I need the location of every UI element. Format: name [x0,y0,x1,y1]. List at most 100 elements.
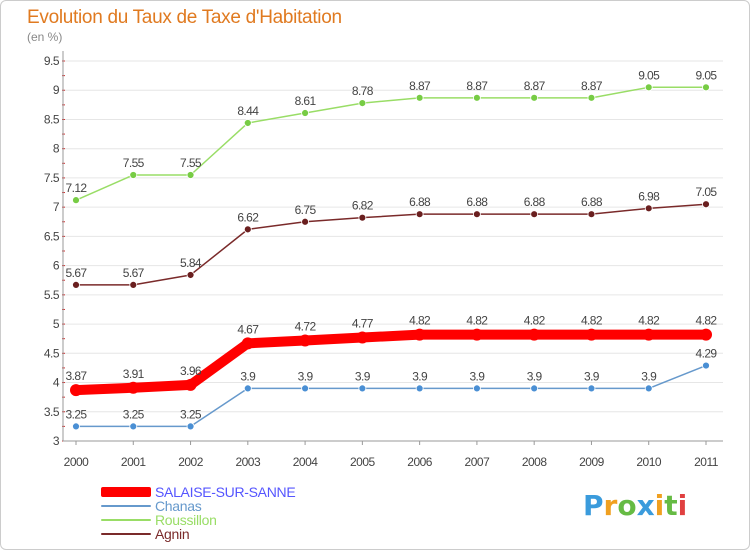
data-point [702,361,710,370]
data-point [530,93,539,102]
data-point [186,171,195,179]
data-point [530,210,539,219]
data-label: 3.91 [123,367,145,381]
data-label: 3.9 [298,369,314,383]
data-point [72,422,80,431]
data-point [129,281,138,289]
chart-subtitle: (en %) [27,30,63,44]
data-label: 5.67 [123,266,145,280]
x-tick-label: 2008 [522,455,548,469]
data-point [702,200,710,209]
series-line-0 [71,329,711,396]
data-label: 3.9 [641,369,657,383]
data-point [184,378,197,391]
y-tick-label: 8.5 [44,112,60,126]
data-point [129,171,138,179]
data-label: 4.72 [295,319,317,333]
legend-label-2: Roussillon [155,512,217,528]
data-label: 4.82 [638,314,660,328]
data-point [186,422,195,431]
data-label: 4.82 [409,314,431,328]
data-label: 7.05 [696,185,718,199]
data-label: 4.67 [237,322,259,336]
logo-letter: i [677,489,688,522]
data-label: 8.87 [466,79,488,93]
data-point [642,328,655,341]
data-label: 3.25 [66,407,88,421]
page-title: Evolution du Taux de Taxe d'Habitation [27,7,342,28]
data-point [358,99,367,107]
data-point [473,384,481,393]
y-tick-label: 5.5 [44,288,60,302]
data-point [301,109,309,117]
data-point [587,210,596,219]
logo-letter: P [583,489,604,522]
data-label: 6.88 [524,195,546,209]
y-tick-label: 5 [53,317,60,331]
data-point [473,93,481,102]
data-point [700,328,712,341]
data-point [241,337,254,350]
data-point [415,384,424,393]
data-point [530,384,539,393]
data-label: 3.87 [66,369,88,383]
x-tick-label: 2010 [636,455,662,469]
x-tick-label: 2002 [178,455,204,469]
logo-letter: r [603,489,618,522]
data-label: 8.87 [524,79,546,93]
data-point [72,281,80,289]
x-tick-label: 2000 [64,455,90,469]
data-label: 6.88 [581,195,603,209]
proxiti-logo: Proxiti [583,489,687,522]
legend-label-0: SALAISE-SUR-SANNE [155,484,296,500]
data-point [358,384,367,393]
data-label: 6.88 [466,195,488,209]
data-point [413,328,426,341]
data-point [415,210,424,219]
data-point [243,384,252,393]
data-point [585,328,598,341]
data-label: 4.82 [696,314,718,328]
data-point [415,93,424,102]
y-tick-label: 7.5 [44,171,60,185]
data-label: 9.05 [696,68,718,82]
x-tick-label: 2009 [579,455,605,469]
legend-label-1: Chanas [155,498,202,514]
data-label: 5.84 [180,256,202,270]
data-label: 4.82 [581,314,603,328]
data-label: 5.67 [66,266,88,280]
data-label: 6.82 [352,199,374,213]
data-point [70,384,82,397]
x-tick-label: 2007 [465,455,491,469]
x-tick-label: 2005 [350,455,376,469]
data-point [587,384,596,393]
data-label: 3.25 [123,407,145,421]
logo-letter: t [664,489,678,522]
logo-letter: x [636,489,655,522]
data-label: 6.62 [237,210,259,224]
data-point [644,204,653,213]
data-label: 3.9 [584,369,600,383]
data-label: 3.9 [469,369,485,383]
legend-swatch-0 [101,487,151,497]
series-line-1 [75,364,707,428]
data-label: 3.9 [240,369,256,383]
data-label: 4.82 [524,314,546,328]
legend-swatch-2 [101,519,151,521]
data-label: 7.55 [123,156,145,170]
x-tick-label: 2011 [694,455,719,469]
data-point [528,328,541,341]
data-point [243,225,252,234]
data-label: 3.9 [527,369,543,383]
y-tick-label: 9.5 [44,54,60,68]
data-label: 4.77 [352,317,374,331]
legend-swatch-1 [101,505,151,507]
data-label: 3.96 [180,364,202,378]
data-label: 3.9 [355,369,371,383]
data-label: 6.98 [638,189,660,203]
y-tick-label: 7 [53,200,60,214]
data-point [356,331,369,344]
data-point [72,196,80,205]
